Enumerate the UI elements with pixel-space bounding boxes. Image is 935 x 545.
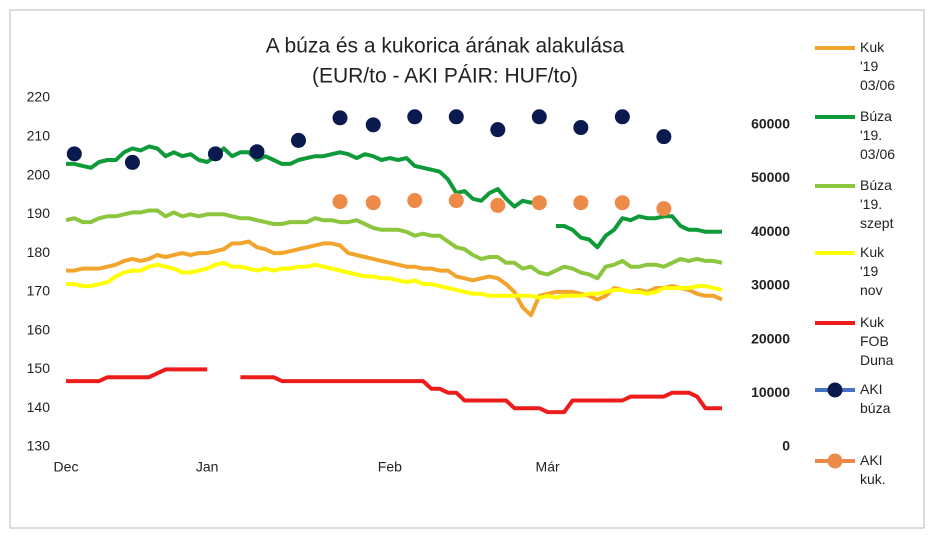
legend-label: AKI búza [860, 381, 891, 416]
x-tick-label: Dec [54, 459, 79, 475]
y-tick-label: 130 [27, 438, 51, 454]
marker [365, 117, 381, 133]
series-line [66, 260, 723, 300]
y-tick-label: 140 [27, 399, 51, 415]
legend-label: Kuk FOB Duna [860, 314, 894, 368]
marker [332, 194, 348, 210]
marker [531, 109, 547, 125]
y-tick-label: 190 [27, 205, 51, 221]
marker [656, 129, 672, 145]
marker [407, 193, 423, 209]
y-tick-label: 210 [27, 127, 51, 143]
marker [249, 144, 265, 160]
x-tick-label: Feb [378, 459, 402, 475]
y2-tick-label: 50000 [751, 169, 790, 185]
y2-tick-label: 10000 [751, 384, 790, 400]
y-tick-label: 150 [27, 360, 51, 376]
y-tick-label: 180 [27, 244, 51, 260]
y2-tick-label: 30000 [751, 277, 790, 293]
legend-label: Kuk '19 nov [860, 244, 885, 298]
x-tick-label: Jan [196, 459, 219, 475]
marker [207, 146, 223, 162]
y2-tick-label: 40000 [751, 223, 790, 239]
marker [66, 146, 82, 162]
y2-tick-label: 60000 [751, 116, 790, 132]
marker [531, 195, 547, 211]
series-line [66, 367, 722, 415]
chart-subtitle: (EUR/to - AKI PÁIR: HUF/to) [312, 65, 578, 88]
y-tick-label: 200 [27, 166, 51, 182]
chart-frame [9, 9, 925, 529]
marker [614, 195, 630, 211]
marker [332, 110, 348, 126]
series-line [65, 208, 723, 281]
y2-tick-label: 0 [782, 438, 790, 454]
legend-swatch [827, 382, 843, 398]
legend-label: Búza '19. 03/06 [860, 108, 895, 162]
marker [124, 154, 140, 170]
marker [448, 193, 464, 209]
legend-swatch [827, 453, 843, 469]
marker [291, 132, 307, 148]
y-tick-label: 160 [27, 321, 51, 337]
x-tick-label: Már [536, 459, 560, 475]
chart-title: A búza és a kukorica árának alakulása [266, 35, 625, 58]
marker [573, 195, 589, 211]
y-tick-label: 220 [27, 89, 51, 105]
series-line [66, 144, 722, 250]
marker [490, 197, 506, 213]
marker [490, 122, 506, 138]
marker [573, 120, 589, 136]
marker [614, 109, 630, 125]
legend-label: Búza '19. szept [860, 177, 894, 231]
marker [656, 201, 672, 217]
marker [365, 195, 381, 211]
marker [448, 109, 464, 125]
legend-label: Kuk '19 03/06 [860, 39, 895, 93]
y-tick-label: 170 [27, 283, 51, 299]
legend-label: AKI kuk. [860, 452, 886, 487]
y2-tick-label: 20000 [751, 330, 790, 346]
marker [407, 109, 423, 125]
